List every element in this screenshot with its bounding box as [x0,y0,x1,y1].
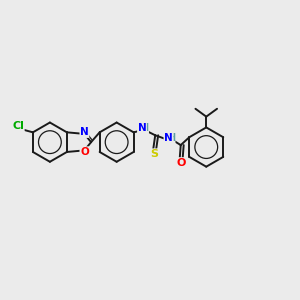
Text: H: H [140,123,148,134]
Text: S: S [151,149,159,159]
Text: N: N [138,123,146,134]
Text: N: N [80,128,89,137]
Text: H: H [167,133,175,143]
Text: Cl: Cl [12,122,24,131]
Text: N: N [164,133,173,143]
Text: O: O [80,147,89,157]
Text: O: O [176,158,186,168]
